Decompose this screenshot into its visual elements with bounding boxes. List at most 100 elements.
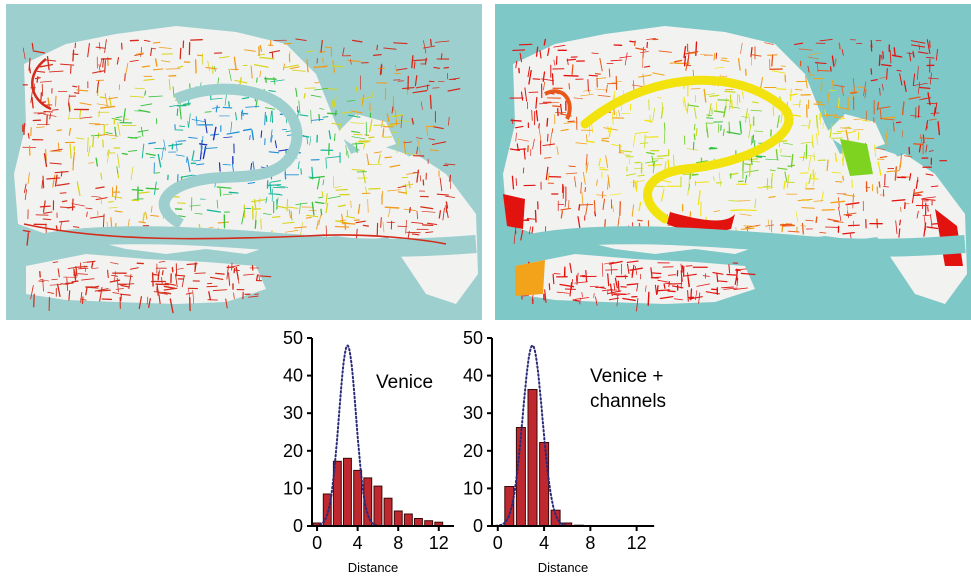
street-segment <box>631 204 635 217</box>
street-segment <box>216 199 219 209</box>
street-segment <box>910 40 926 44</box>
street-segment <box>748 123 752 139</box>
street-segment <box>382 128 385 138</box>
street-segment <box>234 79 248 84</box>
street-segment <box>673 154 675 170</box>
street-segment <box>217 221 230 224</box>
street-segment <box>751 101 759 104</box>
street-segment <box>377 153 381 164</box>
street-segment <box>607 273 610 287</box>
street-segment <box>105 132 113 135</box>
grand-canal-highlight <box>580 75 794 224</box>
street-segment <box>274 140 278 149</box>
street-segment <box>373 151 382 154</box>
street-segment <box>373 53 382 57</box>
street-segment <box>578 204 581 211</box>
street-segment <box>928 118 937 121</box>
street-segment <box>595 296 598 306</box>
street-segment <box>121 152 128 155</box>
street-segment <box>919 137 935 140</box>
y-tick-label: 40 <box>283 366 303 386</box>
street-segment <box>819 38 833 42</box>
street-segment <box>152 273 159 276</box>
street-segment <box>306 137 309 145</box>
street-segment <box>28 57 31 71</box>
street-segment <box>182 102 191 105</box>
venice-channels-map <box>495 4 971 320</box>
street-segment <box>881 55 883 61</box>
street-segment <box>191 150 195 162</box>
west-red-patch <box>503 194 525 229</box>
street-segment <box>115 186 118 195</box>
street-segment <box>42 218 52 221</box>
street-segment <box>87 42 90 58</box>
street-segment <box>256 274 259 281</box>
street-segment <box>566 58 576 61</box>
street-segment <box>169 298 174 314</box>
street-segment <box>629 267 643 271</box>
street-segment <box>681 265 684 273</box>
street-segment <box>879 156 888 159</box>
street-segment <box>34 77 41 80</box>
street-segment <box>306 59 309 73</box>
street-segment <box>878 106 891 109</box>
street-segment <box>394 109 397 118</box>
street-segment <box>223 136 233 138</box>
street-segment <box>870 68 873 75</box>
street-segment <box>380 64 383 75</box>
street-segment <box>41 83 44 97</box>
street-segment <box>42 175 45 189</box>
street-segment <box>381 120 383 128</box>
street-segment <box>61 200 68 203</box>
street-segment <box>652 72 665 76</box>
street-segment <box>199 143 208 146</box>
street-segment <box>177 267 184 270</box>
histogram-bar <box>403 513 413 527</box>
street-segment <box>362 224 370 227</box>
street-segment <box>765 158 780 161</box>
street-segment <box>899 219 901 226</box>
street-segment <box>212 126 217 141</box>
street-segment <box>268 193 281 195</box>
street-segment <box>333 96 337 108</box>
street-segment <box>713 110 725 113</box>
street-segment <box>448 116 450 126</box>
street-segment <box>150 47 157 50</box>
street-segment <box>228 101 230 108</box>
street-segment <box>379 63 382 76</box>
x-tick-label: 12 <box>429 533 449 553</box>
street-segment <box>663 283 666 289</box>
street-segment <box>27 133 30 139</box>
street-segment <box>400 115 403 129</box>
street-segment <box>95 157 99 167</box>
x-tick-label: 0 <box>493 533 503 553</box>
street-segment <box>44 59 57 62</box>
grand-canal <box>158 83 303 229</box>
street-segment <box>309 136 312 146</box>
street-segment <box>660 106 664 119</box>
street-segment <box>194 59 197 74</box>
street-segment <box>424 57 427 65</box>
street-segment <box>266 184 282 187</box>
venice-street-map-svg <box>6 4 482 320</box>
street-segment <box>880 63 892 67</box>
street-segment <box>904 155 913 158</box>
street-segment <box>639 142 649 144</box>
main-island-land <box>503 26 940 254</box>
street-segment <box>933 107 936 117</box>
y-tick-label: 20 <box>283 441 303 461</box>
street-segment <box>601 139 610 143</box>
street-segment <box>72 85 78 88</box>
street-segment <box>316 219 319 230</box>
street-segment <box>892 122 895 132</box>
street-segment <box>68 117 82 120</box>
street-segment <box>357 203 361 214</box>
street-segment <box>426 125 428 137</box>
street-segment <box>544 289 547 304</box>
street-segment <box>104 60 106 74</box>
street-segment <box>735 269 741 272</box>
street-segment <box>596 77 607 79</box>
street-segment <box>421 224 434 227</box>
street-segment <box>638 74 652 78</box>
street-segment <box>254 293 260 296</box>
